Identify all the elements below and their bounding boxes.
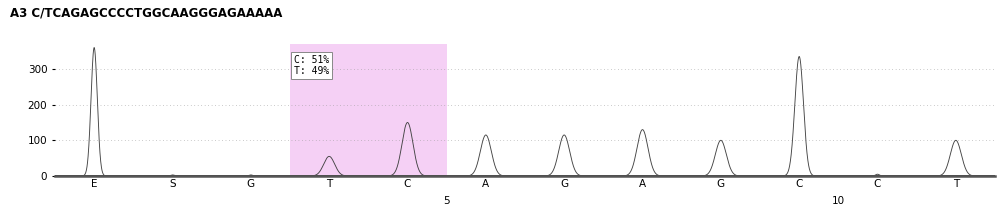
Text: A3 C/TCAGAGCCCCTGGCAAGGGAGAAAAA: A3 C/TCAGAGCCCCTGGCAAGGGAGAAAAA bbox=[10, 7, 282, 20]
Text: 5: 5 bbox=[443, 196, 450, 206]
Text: 10: 10 bbox=[832, 196, 845, 206]
Text: C: 51%
T: 49%: C: 51% T: 49% bbox=[294, 55, 329, 76]
Bar bbox=[290, 44, 447, 176]
